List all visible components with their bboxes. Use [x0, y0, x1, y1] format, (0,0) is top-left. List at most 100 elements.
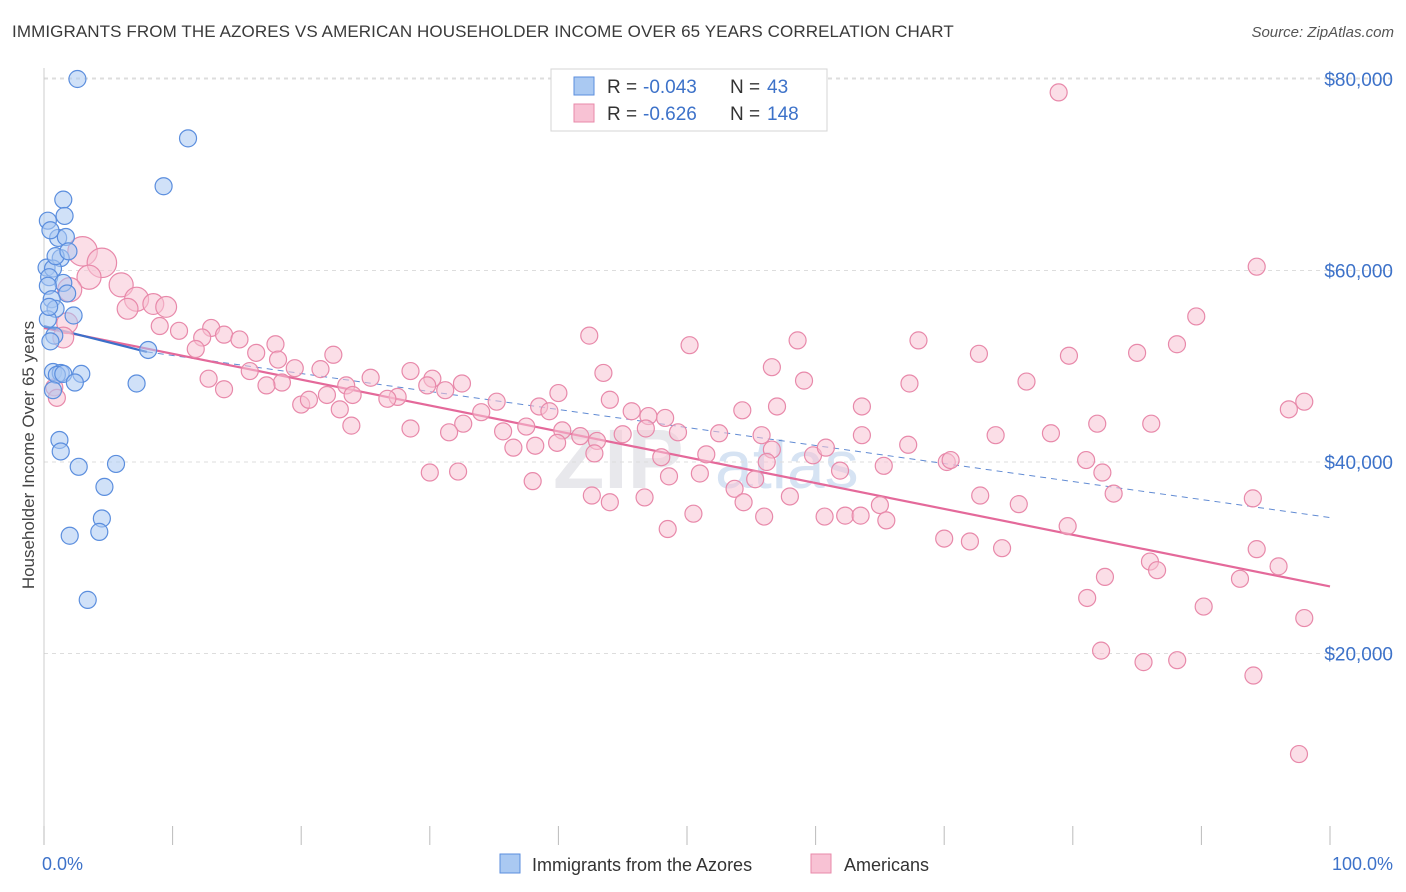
americans-point [852, 426, 871, 445]
americans-point [725, 479, 744, 498]
americans-point [986, 426, 1005, 445]
americans-point [1289, 744, 1309, 764]
y-tick-label: $80,000 [1324, 70, 1393, 91]
americans-point [690, 464, 709, 483]
americans-point [311, 360, 330, 379]
americans-point [1279, 400, 1298, 419]
series-swatch-pink [810, 853, 832, 874]
americans-point [448, 462, 468, 481]
legend-box [550, 68, 828, 132]
x-tick-label: 0.0% [42, 854, 83, 874]
americans-point [815, 507, 834, 526]
americans-point [76, 264, 102, 290]
americans-point [960, 532, 980, 551]
correlation-legend: R = -0.043 N = 43 R = -0.626 N = 148 [550, 68, 828, 132]
americans-point [851, 506, 870, 525]
azores-point [40, 297, 59, 316]
chart-title: IMMIGRANTS FROM THE AZORES VS AMERICAN H… [12, 22, 954, 41]
americans-point [1295, 392, 1314, 411]
azores-point [64, 306, 83, 325]
americans-point [752, 426, 771, 445]
americans-point [1041, 424, 1061, 443]
y-tick-label: $60,000 [1324, 262, 1393, 283]
azores-point [54, 190, 73, 209]
azores-point [68, 69, 87, 89]
americans-point [401, 419, 420, 438]
americans-point [285, 359, 304, 378]
americans-point [1230, 569, 1250, 588]
americans-point [1127, 343, 1147, 362]
americans-point [836, 506, 855, 525]
americans-point [150, 316, 169, 336]
americans-point [1243, 489, 1262, 508]
americans-point [680, 336, 699, 355]
legend-r-label-2: R = [607, 104, 637, 125]
americans-point [1017, 372, 1036, 391]
americans-point [1093, 463, 1112, 482]
azores-point [51, 442, 70, 461]
americans-point [1167, 335, 1187, 354]
americans-point [697, 445, 716, 464]
americans-point [1247, 257, 1266, 276]
americans-point [734, 493, 753, 512]
americans-point [439, 423, 459, 442]
americans-point [517, 417, 536, 436]
americans-point [757, 452, 776, 472]
americans-point [935, 529, 954, 548]
americans-point [454, 414, 473, 433]
americans-point [710, 424, 729, 443]
azores-point [127, 374, 146, 393]
americans-point [1077, 450, 1096, 470]
americans-point [656, 408, 675, 428]
legend-n-value-2: 148 [767, 104, 799, 125]
americans-point [1104, 484, 1123, 503]
data-points [37, 69, 1314, 764]
azores-point [58, 284, 77, 303]
americans-point [780, 487, 799, 506]
americans-point [1049, 83, 1068, 102]
americans-point [684, 504, 703, 523]
americans-point [941, 450, 960, 470]
azores-point [139, 340, 158, 360]
americans-point [794, 371, 814, 390]
azores-point [60, 526, 79, 545]
americans-point [788, 331, 807, 350]
y-tick-label: $20,000 [1324, 645, 1393, 666]
americans-point [418, 376, 437, 395]
americans-point [969, 344, 989, 363]
americans-point [852, 397, 871, 416]
americans-point [549, 383, 568, 403]
americans-point [494, 422, 513, 441]
americans-point [582, 486, 601, 505]
y-axis-title: Householder Income Over 65 years [19, 321, 38, 589]
americans-point [767, 397, 787, 416]
americans-point [870, 495, 890, 515]
americans-point [1247, 540, 1266, 559]
series-label-pink: Americans [844, 855, 929, 875]
americans-point [909, 331, 928, 350]
americans-point [472, 403, 491, 422]
americans-point [733, 401, 752, 420]
americans-point [540, 402, 559, 421]
americans-point [1147, 561, 1167, 580]
azores-point [41, 221, 60, 240]
americans-point [420, 463, 439, 482]
americans-point [504, 438, 523, 457]
x-tick-label: 100.0% [1332, 854, 1393, 874]
americans-point [299, 390, 319, 409]
americans-point [1091, 641, 1111, 660]
americans-point [899, 435, 918, 454]
americans-point [247, 343, 266, 362]
americans-point [668, 423, 688, 442]
americans-point [1244, 666, 1263, 685]
americans-point [436, 381, 455, 400]
americans-point [240, 361, 259, 381]
americans-point [877, 511, 896, 530]
americans-point [1194, 597, 1213, 616]
americans-point [487, 392, 506, 411]
azores-point [90, 522, 109, 541]
americans-point [658, 519, 677, 539]
americans-point [762, 358, 781, 377]
americans-point [401, 361, 420, 381]
